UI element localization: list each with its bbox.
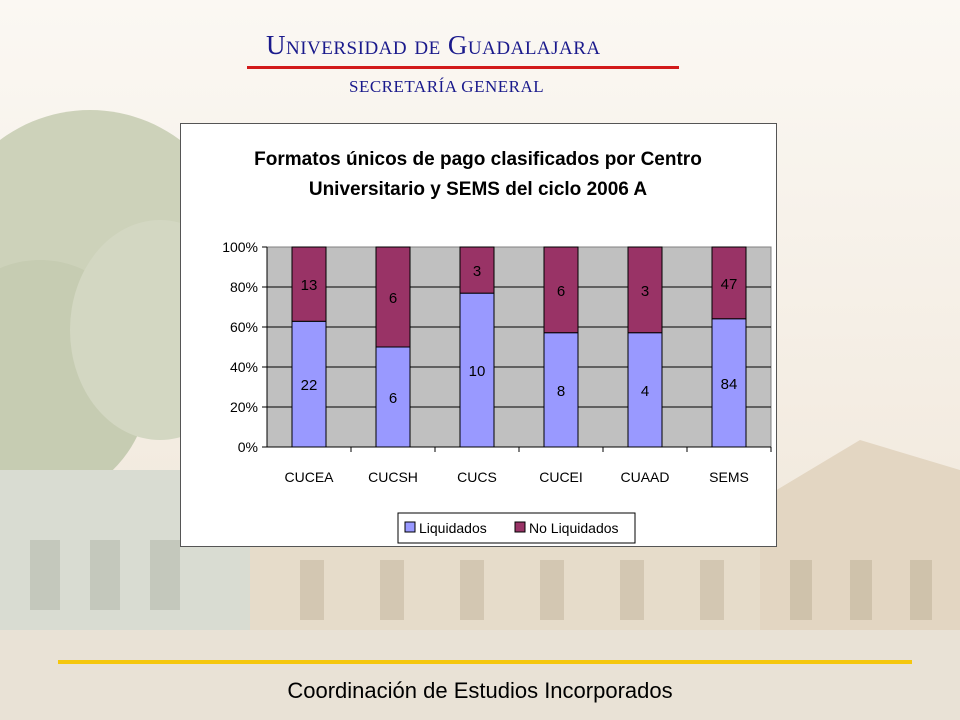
chart-title-line: Universitario y SEMS del ciclo 2006 A — [309, 179, 648, 200]
university-title: Universidad de Guadalajara — [266, 30, 601, 60]
department-subtitle: SECRETARÍA GENERAL — [349, 77, 545, 96]
bar-segment-liquidados — [375, 346, 411, 448]
bar-segment-liquidados — [459, 292, 495, 448]
data-label: 6 — [389, 290, 397, 307]
y-tick-label: 80% — [230, 279, 258, 295]
data-label: 6 — [557, 283, 565, 300]
plot-area — [266, 246, 772, 448]
x-tick-label: CUCS — [457, 469, 497, 485]
bar-segment-liquidados — [291, 320, 327, 448]
bar-segment-liquidados — [627, 332, 663, 448]
footer-rule — [58, 660, 912, 664]
bar-segment-no-liquidados — [291, 246, 327, 322]
x-tick-label: SEMS — [709, 469, 749, 485]
y-tick-label: 0% — [238, 439, 258, 455]
bar-segment-liquidados — [543, 332, 579, 448]
legend-swatch — [514, 521, 526, 533]
data-label: 4 — [641, 383, 649, 400]
data-label: 10 — [469, 363, 486, 380]
data-label: 47 — [721, 276, 738, 293]
bar-segment-no-liquidados — [543, 246, 579, 334]
y-tick-label: 40% — [230, 359, 258, 375]
bar-segment-no-liquidados — [375, 246, 411, 348]
data-label: 84 — [721, 376, 738, 393]
data-label: 8 — [557, 383, 565, 400]
stacked-bar-chart: Formatos únicos de pago clasificados por… — [222, 149, 772, 544]
data-label: 22 — [301, 377, 318, 394]
footer-text: Coordinación de Estudios Incorporados — [287, 678, 673, 703]
data-label: 6 — [389, 390, 397, 407]
legend-label: Liquidados — [419, 520, 487, 536]
bar-segment-no-liquidados — [711, 246, 747, 320]
bar-segment-liquidados — [711, 318, 747, 448]
chart-frame: Formatos únicos de pago clasificados por… — [180, 123, 777, 547]
x-tick-label: CUAAD — [620, 469, 669, 485]
x-tick-label: CUCEA — [284, 469, 334, 485]
bar-segment-no-liquidados — [459, 246, 495, 294]
y-tick-label: 100% — [222, 239, 258, 255]
y-tick-label: 60% — [230, 319, 258, 335]
bar-segment-no-liquidados — [627, 246, 663, 334]
data-label: 13 — [301, 277, 318, 294]
chart-title-line: Formatos únicos de pago clasificados por… — [254, 149, 702, 170]
x-tick-label: CUCSH — [368, 469, 418, 485]
legend-swatch — [404, 521, 416, 533]
data-label: 3 — [473, 263, 481, 280]
title-underline — [247, 66, 679, 69]
y-tick-label: 20% — [230, 399, 258, 415]
x-tick-label: CUCEI — [539, 469, 583, 485]
legend-label: No Liquidados — [529, 520, 619, 536]
data-label: 3 — [641, 283, 649, 300]
